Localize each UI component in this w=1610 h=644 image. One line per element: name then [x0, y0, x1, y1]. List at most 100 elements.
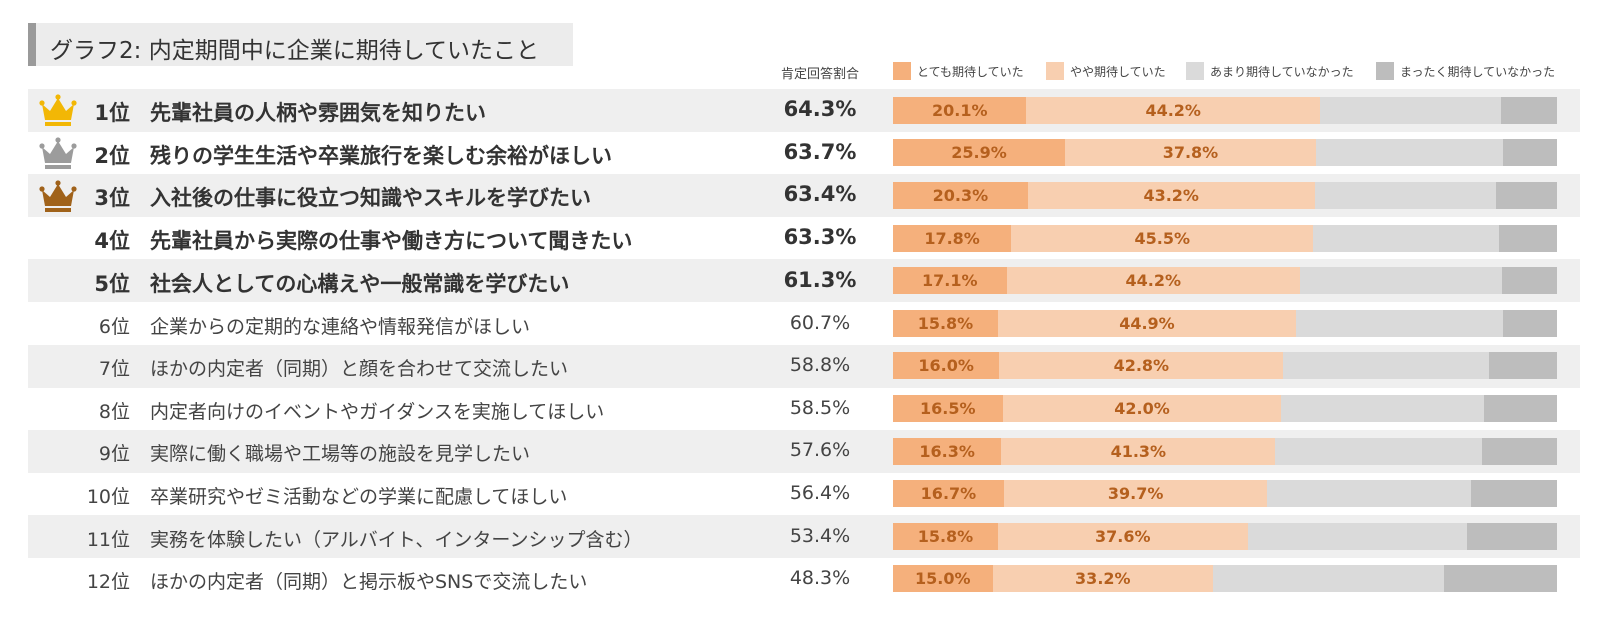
legend-swatch-somewhat — [1046, 62, 1064, 80]
item-label: 先輩社員の人柄や雰囲気を知りたい — [150, 101, 486, 126]
bar-segment-not-much — [1313, 224, 1500, 252]
bar-segment-somewhat — [1027, 182, 1315, 209]
bar-data-label: 16.5% — [920, 399, 976, 418]
bar-segment-not-much — [1283, 352, 1489, 380]
positive-rate-value: 63.4% — [783, 182, 857, 207]
bar-segment-not-much — [1281, 395, 1484, 422]
bar-data-label: 17.1% — [922, 271, 978, 291]
bar-segment-not-much — [1247, 522, 1467, 550]
positive-rate-value: 53.4% — [789, 524, 851, 547]
bar-segment-very — [893, 480, 1004, 508]
rank-label: 9位 — [98, 443, 130, 466]
rank-label: 4位 — [94, 229, 130, 254]
rank-label: 8位 — [98, 400, 130, 423]
bar-segment-not-much — [1213, 565, 1445, 593]
bronze-crown-icon — [38, 179, 78, 213]
bar-segment-somewhat — [1001, 437, 1276, 465]
legend-swatch-not-at-all — [1376, 62, 1394, 80]
bar-segment-very — [893, 565, 993, 593]
bar-segment-somewhat — [997, 522, 1248, 550]
chart-title: グラフ2: 内定期間中に企業に期待していたこと — [50, 38, 540, 64]
positive-rate-value: 64.3% — [783, 97, 857, 122]
legend-label-not-at-all: まったく期待していなかった — [1400, 65, 1556, 79]
bar-segment-not-at-all — [1471, 480, 1557, 508]
rate-column-header: 肯定回答割合 — [780, 67, 859, 82]
bar-segment-not-at-all — [1501, 267, 1557, 295]
bar-segment-not-at-all — [1499, 224, 1557, 252]
bar-segment-not-much — [1267, 480, 1472, 508]
rank-label: 6位 — [98, 315, 130, 338]
bar-segment-not-much — [1319, 96, 1502, 124]
chart-title-box: グラフ2: 内定期間中に企業に期待していたこと — [28, 23, 573, 66]
positive-rate-value: 57.6% — [789, 439, 851, 462]
bar-segment-not-at-all — [1501, 96, 1557, 124]
legend-swatch-not-much — [1186, 62, 1204, 80]
bar-segment-very — [893, 96, 1027, 124]
bar-data-label: 37.8% — [1162, 143, 1219, 163]
bar-data-label: 39.7% — [1107, 484, 1164, 504]
bar-segment-very — [893, 352, 1000, 380]
bar-data-label: 42.0% — [1114, 399, 1170, 418]
bar-segment-not-at-all — [1488, 352, 1557, 380]
bar-data-label: 16.3% — [919, 441, 975, 461]
bar-segment-not-at-all — [1503, 139, 1557, 167]
bar-data-label: 37.6% — [1094, 526, 1151, 546]
gold-crown-icon — [38, 93, 78, 127]
item-label: ほかの内定者（同期）と掲示板やSNSで交流したい — [150, 571, 588, 594]
bar-segment-somewhat — [1011, 224, 1314, 252]
bar-segment-somewhat — [992, 565, 1214, 593]
bar-segment-not-at-all — [1502, 309, 1557, 337]
rank-label: 5位 — [94, 271, 130, 296]
bar-data-label: 45.5% — [1134, 228, 1190, 248]
item-label: 残りの学生生活や卒業旅行を楽しむ余裕がほしい — [150, 143, 612, 168]
rank-label: 1位 — [94, 101, 130, 126]
bar-segment-not-much — [1275, 437, 1482, 465]
bar-segment-somewhat — [1002, 395, 1282, 422]
bar-segment-very — [893, 224, 1012, 252]
rank-label: 10位 — [86, 485, 130, 508]
positive-rate-value: 58.5% — [789, 396, 851, 419]
rank-label: 2位 — [94, 143, 130, 168]
bar-data-label: 20.1% — [931, 100, 988, 120]
bar-data-label: 43.2% — [1143, 186, 1199, 205]
bar-data-label: 44.9% — [1119, 313, 1175, 333]
bar-data-label: 44.2% — [1125, 271, 1182, 291]
item-label: 卒業研究やゼミ活動などの学業に配慮してほしい — [150, 485, 568, 508]
legend-label-not-much: あまり期待していなかった — [1210, 65, 1354, 79]
positive-rate-value: 63.3% — [783, 225, 857, 250]
item-label: 社会人としての心構えや一般常識を学びたい — [150, 271, 570, 296]
bar-data-label: 25.9% — [951, 143, 1007, 163]
bar-data-label: 33.2% — [1075, 569, 1131, 589]
bar-segment-very — [893, 267, 1007, 295]
rank-label: 11位 — [86, 528, 130, 551]
legend-swatch-very — [893, 62, 911, 80]
bar-data-label: 44.2% — [1145, 100, 1201, 120]
positive-rate-value: 61.3% — [783, 267, 857, 292]
item-label: 実務を体験したい（アルバイト、インターンシップ含む） — [150, 528, 643, 551]
bar-segment-not-much — [1300, 267, 1502, 295]
bar-data-label: 41.3% — [1110, 441, 1167, 461]
item-label: 企業からの定期的な連絡や情報発信がほしい — [150, 315, 531, 338]
positive-rate-value: 48.3% — [789, 567, 851, 590]
bar-data-label: 16.7% — [920, 484, 977, 504]
rank-label: 12位 — [86, 571, 130, 594]
bar-data-label: 16.0% — [918, 356, 974, 376]
bar-segment-not-at-all — [1495, 182, 1557, 209]
bar-data-label: 15.0% — [915, 569, 971, 589]
bar-segment-somewhat — [1003, 480, 1268, 508]
bar-segment-not-much — [1315, 139, 1504, 167]
bar-segment-very — [893, 139, 1065, 167]
bar-segment-not-at-all — [1466, 522, 1557, 550]
bar-segment-somewhat — [1064, 139, 1316, 167]
bar-data-label: 15.8% — [917, 526, 974, 546]
item-label: ほかの内定者（同期）と顔を合わせて交流したい — [150, 358, 569, 381]
bar-data-label: 42.8% — [1113, 356, 1170, 376]
bar-segment-very — [893, 182, 1028, 209]
legend-label-very: とても期待していた — [917, 65, 1024, 79]
bar-segment-somewhat — [1026, 96, 1320, 124]
positive-rate-value: 60.7% — [789, 311, 851, 334]
bar-data-label: 20.3% — [932, 186, 989, 205]
bar-segment-not-at-all — [1483, 395, 1557, 422]
positive-rate-value: 56.4% — [789, 481, 851, 504]
